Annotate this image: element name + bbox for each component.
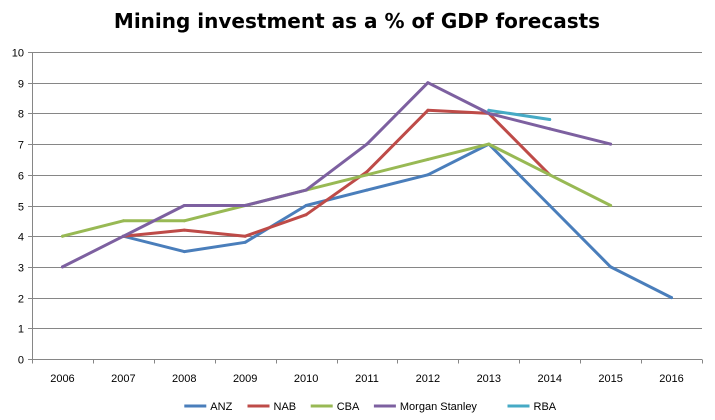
x-tick-label: 2013: [477, 373, 501, 385]
data-point-anz: [609, 265, 613, 269]
data-point-anz: [365, 188, 369, 192]
data-point-nab: [304, 213, 308, 217]
data-point-cba: [548, 173, 552, 177]
legend-label: NAB: [274, 401, 297, 413]
data-point-anz: [182, 250, 186, 254]
data-point-morgan-stanley: [121, 234, 125, 238]
data-point-anz: [304, 204, 308, 207]
legend-item-morgan-stanley: Morgan Stanley: [373, 401, 478, 413]
x-tick-label: 2014: [537, 373, 561, 385]
series-lines: [61, 81, 673, 300]
data-point-nab: [182, 228, 186, 232]
y-tick-label: 9: [18, 79, 24, 91]
legend-item-anz: ANZ: [184, 401, 233, 413]
data-point-morgan-stanley: [61, 265, 64, 269]
data-point-morgan-stanley: [365, 142, 369, 146]
series-line-morgan-stanley: [61, 81, 613, 269]
y-tick-label: 8: [18, 109, 24, 121]
data-point-morgan-stanley: [182, 204, 186, 207]
data-point-morgan-stanley: [609, 142, 613, 146]
legend-item-cba: CBA: [310, 401, 360, 413]
data-point-nab: [243, 234, 247, 238]
data-point-cba: [61, 234, 64, 238]
x-tick-label: 2010: [294, 373, 318, 385]
data-point-anz: [426, 173, 430, 177]
series-line-rba: [487, 108, 552, 121]
legend-item-nab: NAB: [247, 401, 297, 413]
y-tick-label: 0: [18, 355, 24, 367]
x-tick-label: 2012: [416, 373, 440, 385]
legend: ANZ NAB CBA Morgan Stanley RBA: [184, 401, 557, 413]
legend-item-rba: RBA: [507, 401, 557, 413]
y-tick-label: 6: [18, 171, 24, 183]
data-point-cba: [609, 204, 613, 207]
data-point-anz: [548, 204, 552, 207]
data-point-anz: [243, 240, 247, 244]
series-line-anz: [121, 142, 673, 300]
series-line-nab: [121, 108, 552, 238]
data-point-cba: [365, 173, 369, 177]
data-point-morgan-stanley: [304, 188, 308, 192]
y-tick-label: 4: [18, 232, 24, 244]
data-point-morgan-stanley: [548, 127, 552, 131]
x-tick-label: 2008: [172, 373, 196, 385]
axes: 0 1 2 3 4 5 6 7 8 9 10 2006 2007 2008 2009 2010 2011 2012…: [12, 48, 703, 385]
data-point-cba: [487, 142, 491, 146]
series-line-cba: [61, 142, 613, 238]
data-point-morgan-stanley: [426, 81, 430, 85]
x-tick-label: 2016: [659, 373, 683, 385]
x-tick-label: 2007: [111, 373, 135, 385]
data-point-morgan-stanley: [487, 111, 491, 115]
data-point-morgan-stanley: [243, 204, 247, 207]
data-point-cba: [426, 157, 430, 161]
y-tick-label: 2: [18, 294, 24, 306]
x-tick-label: 2009: [233, 373, 257, 385]
chart-title: Mining investment as a % of GDP forecast…: [114, 9, 600, 33]
x-tick-label: 2011: [355, 373, 379, 385]
data-point-cba: [182, 219, 186, 223]
legend-label: RBA: [534, 401, 557, 413]
data-point-nab: [365, 170, 369, 174]
data-point-rba: [548, 118, 552, 121]
x-tick-label: 2006: [50, 373, 74, 385]
y-tick-label: 5: [18, 202, 24, 214]
y-tick-label: 7: [18, 140, 24, 152]
y-tick-label: 3: [18, 263, 24, 275]
legend-label: Morgan Stanley: [400, 401, 478, 413]
data-point-cba: [121, 219, 125, 223]
y-tick-label: 10: [12, 48, 24, 60]
data-point-nab: [426, 108, 430, 112]
data-point-anz: [670, 296, 673, 300]
legend-label: CBA: [337, 401, 360, 413]
data-point-rba: [487, 108, 491, 112]
legend-label: ANZ: [210, 401, 232, 413]
x-tick-label: 2015: [598, 373, 622, 385]
y-tick-label: 1: [18, 324, 24, 336]
